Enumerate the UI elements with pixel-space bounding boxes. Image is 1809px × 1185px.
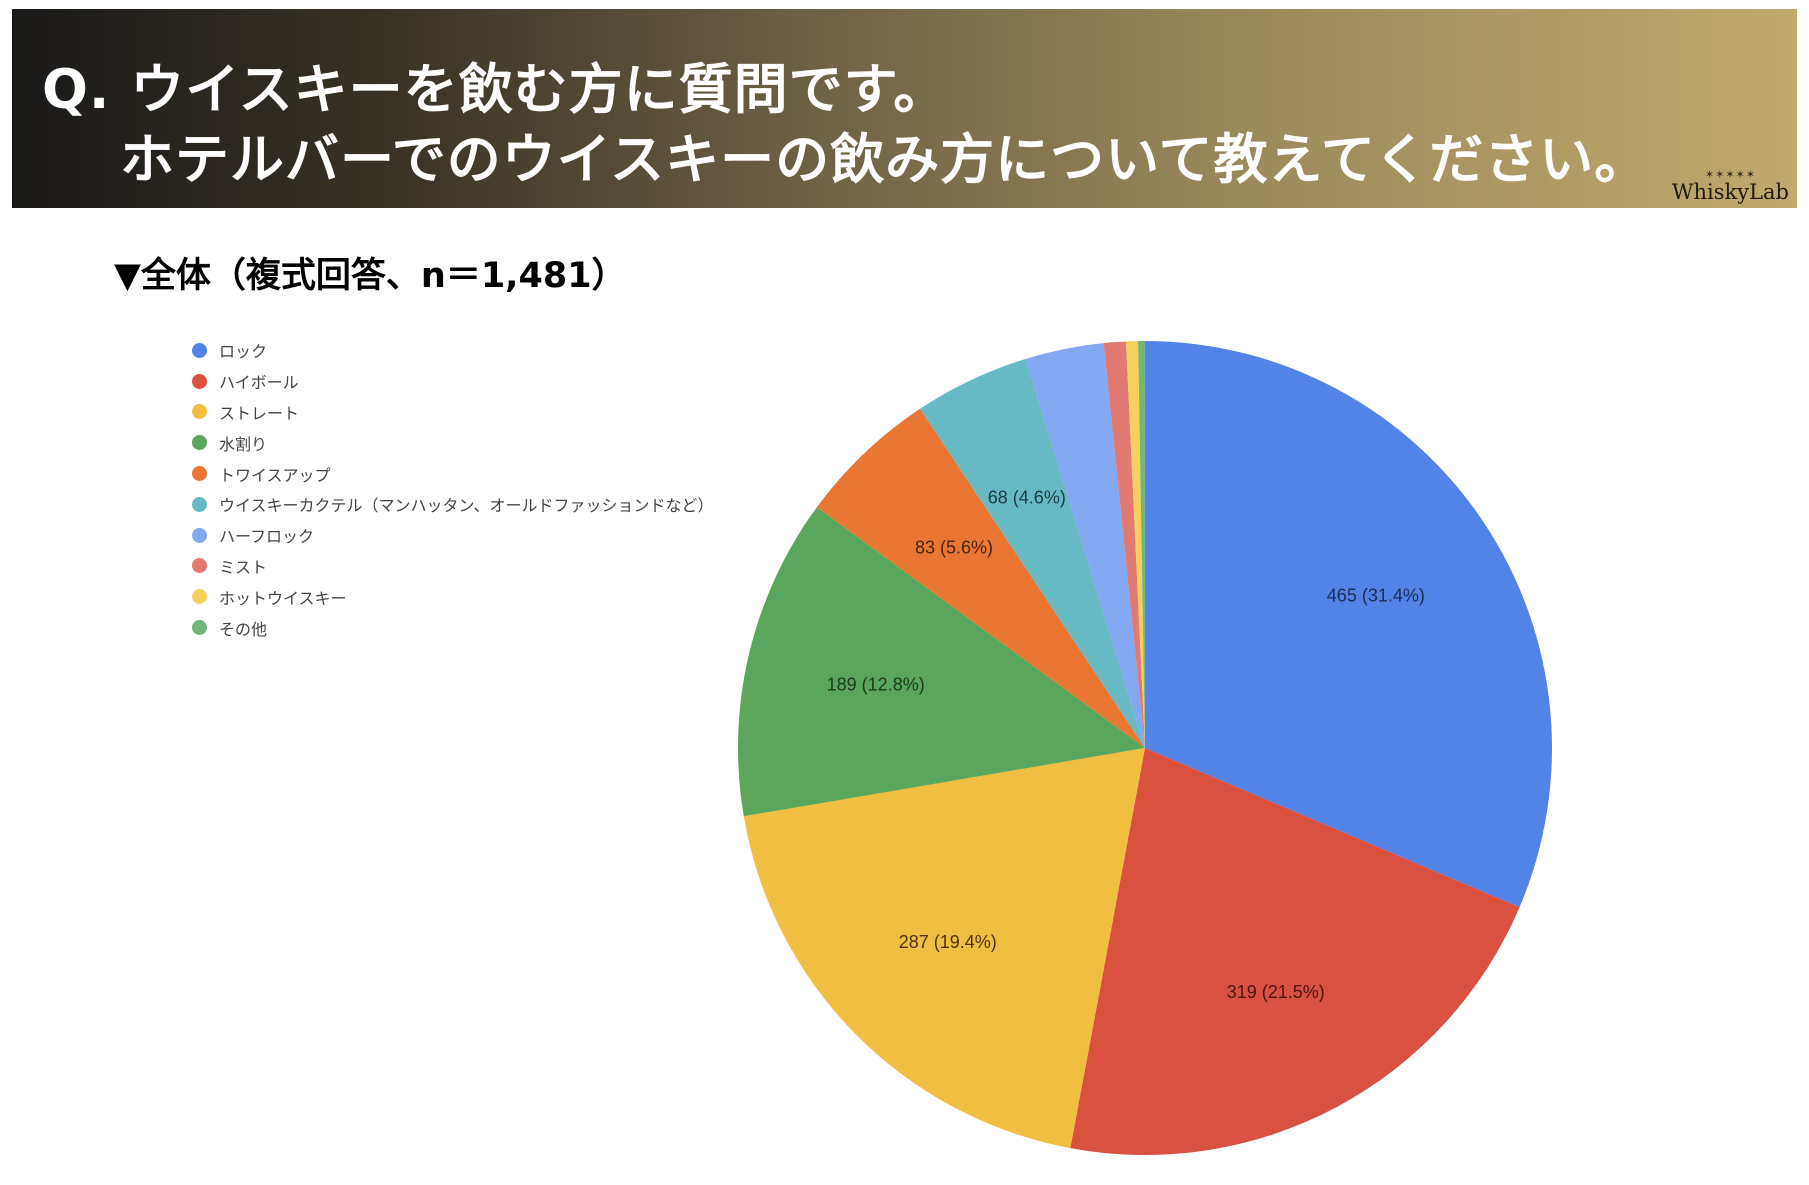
slice-value-label: 465 (31.4%) bbox=[1327, 585, 1425, 605]
slice-value-label: 68 (4.6%) bbox=[988, 488, 1066, 508]
chart-title: ▼全体（複式回答、n＝1,481） bbox=[114, 256, 627, 296]
pie-slice bbox=[816, 408, 1145, 748]
pie-slice bbox=[920, 358, 1145, 748]
legend-label: その他 bbox=[219, 619, 268, 639]
slice-value-label: 319 (21.5%) bbox=[1227, 982, 1325, 1002]
question-banner: Q. ウイスキーを飲む方に質問です。 ホテルバーでのウイスキーの飲み方について教… bbox=[12, 9, 1797, 208]
legend-label: ロック bbox=[219, 342, 268, 362]
legend-label: ホットウイスキー bbox=[219, 588, 347, 608]
whisky-lab-logo: ✶✶✶✶✶ WhiskyLab bbox=[1671, 168, 1789, 204]
slice-value-label: 189 (12.8%) bbox=[827, 674, 925, 694]
legend-dot-icon bbox=[192, 496, 207, 512]
legend-dot-icon bbox=[192, 558, 207, 574]
pie-slice bbox=[743, 748, 1145, 1149]
legend-dot-icon bbox=[192, 435, 207, 451]
legend-label: ストレート bbox=[219, 403, 300, 423]
legend-dot-icon bbox=[192, 620, 207, 636]
sparkle-icon: ✶✶✶✶✶ bbox=[1704, 168, 1756, 181]
legend-item: ミスト bbox=[192, 551, 714, 582]
legend-dot-icon bbox=[192, 342, 207, 358]
legend-label: ウイスキーカクテル（マンハッタン、オールドファッションドなど） bbox=[219, 496, 714, 516]
legend-item: ウイスキーカクテル（マンハッタン、オールドファッションドなど） bbox=[192, 489, 714, 520]
pie-slice bbox=[1145, 341, 1552, 908]
legend-dot-icon bbox=[192, 466, 207, 482]
pie-slice bbox=[738, 507, 1145, 817]
slice-value-label: 287 (19.4%) bbox=[899, 932, 997, 952]
question-line-2: ホテルバーでのウイスキーの飲み方について教えてください。 bbox=[120, 128, 1650, 191]
legend-label: ハーフロック bbox=[219, 527, 315, 547]
slice-value-label: 83 (5.6%) bbox=[915, 538, 993, 558]
legend-item: ハーフロック bbox=[192, 520, 714, 551]
legend-dot-icon bbox=[192, 589, 207, 605]
legend-item: ロック bbox=[192, 335, 714, 366]
legend-dot-icon bbox=[192, 404, 207, 420]
logo-text: WhiskyLab bbox=[1671, 180, 1789, 204]
legend-dot-icon bbox=[192, 373, 207, 389]
legend-label: ハイボール bbox=[219, 373, 299, 393]
pie-slice bbox=[1138, 341, 1145, 748]
legend-label: トワイスアップ bbox=[219, 465, 331, 485]
legend-label: 水割り bbox=[219, 434, 268, 454]
legend-item: ストレート bbox=[192, 397, 714, 428]
legend-item: ホットウイスキー bbox=[192, 581, 714, 612]
pie-slice bbox=[1103, 341, 1145, 748]
legend-item: 水割り bbox=[192, 427, 714, 458]
pie-slice bbox=[1126, 341, 1145, 748]
legend-label: ミスト bbox=[219, 557, 268, 577]
pie-slice bbox=[1025, 343, 1145, 748]
legend-item: トワイスアップ bbox=[192, 458, 714, 489]
legend-dot-icon bbox=[192, 527, 207, 543]
chart-legend: ロック ハイボール ストレート 水割り トワイスアップ ウイスキーカクテル（マン… bbox=[192, 335, 714, 643]
legend-item: その他 bbox=[192, 612, 714, 643]
question-line-1: Q. ウイスキーを飲む方に質問です。 bbox=[42, 58, 949, 121]
legend-item: ハイボール bbox=[192, 366, 714, 397]
pie-slice bbox=[1070, 748, 1520, 1155]
